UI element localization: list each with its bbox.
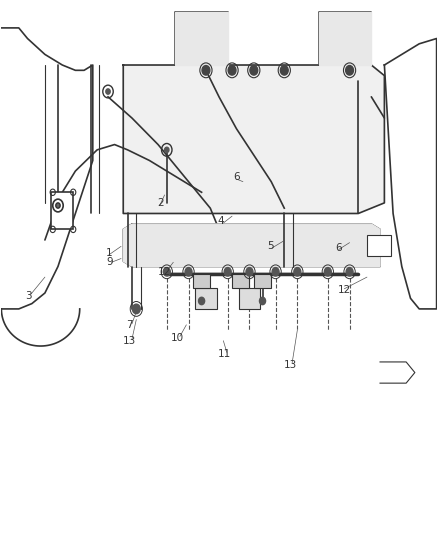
FancyBboxPatch shape <box>193 274 210 288</box>
Circle shape <box>259 297 265 305</box>
Circle shape <box>280 66 288 75</box>
Polygon shape <box>123 224 380 266</box>
Circle shape <box>228 66 236 75</box>
Text: 10: 10 <box>171 333 184 343</box>
Text: 11: 11 <box>218 349 231 359</box>
Circle shape <box>56 203 60 208</box>
FancyBboxPatch shape <box>254 274 271 288</box>
Circle shape <box>202 66 210 75</box>
FancyBboxPatch shape <box>239 288 260 309</box>
Circle shape <box>198 297 205 305</box>
Circle shape <box>294 268 301 276</box>
Circle shape <box>250 66 258 75</box>
Circle shape <box>346 66 353 75</box>
Text: 7: 7 <box>127 320 133 330</box>
Text: 12: 12 <box>338 285 351 295</box>
Text: 1: 1 <box>106 248 112 259</box>
Circle shape <box>324 268 331 276</box>
Polygon shape <box>176 12 228 65</box>
Text: 9: 9 <box>106 257 113 267</box>
FancyBboxPatch shape <box>232 274 250 288</box>
Text: 6: 6 <box>336 243 342 253</box>
Text: 12: 12 <box>158 267 171 277</box>
Text: 13: 13 <box>123 336 136 346</box>
Circle shape <box>346 268 353 276</box>
Circle shape <box>106 89 110 94</box>
Text: 4: 4 <box>218 216 225 227</box>
FancyBboxPatch shape <box>51 192 73 229</box>
FancyBboxPatch shape <box>195 288 217 309</box>
Polygon shape <box>123 65 385 214</box>
Text: 13: 13 <box>283 360 297 369</box>
Text: 3: 3 <box>25 290 32 301</box>
Text: 2: 2 <box>157 198 163 208</box>
Circle shape <box>272 268 279 276</box>
Circle shape <box>132 304 140 314</box>
Polygon shape <box>319 12 371 65</box>
Circle shape <box>185 268 192 276</box>
Circle shape <box>246 268 253 276</box>
FancyBboxPatch shape <box>367 235 391 256</box>
Text: 5: 5 <box>267 241 274 252</box>
Circle shape <box>163 268 170 276</box>
Text: 6: 6 <box>233 172 240 182</box>
Circle shape <box>224 268 231 276</box>
Circle shape <box>165 147 169 152</box>
